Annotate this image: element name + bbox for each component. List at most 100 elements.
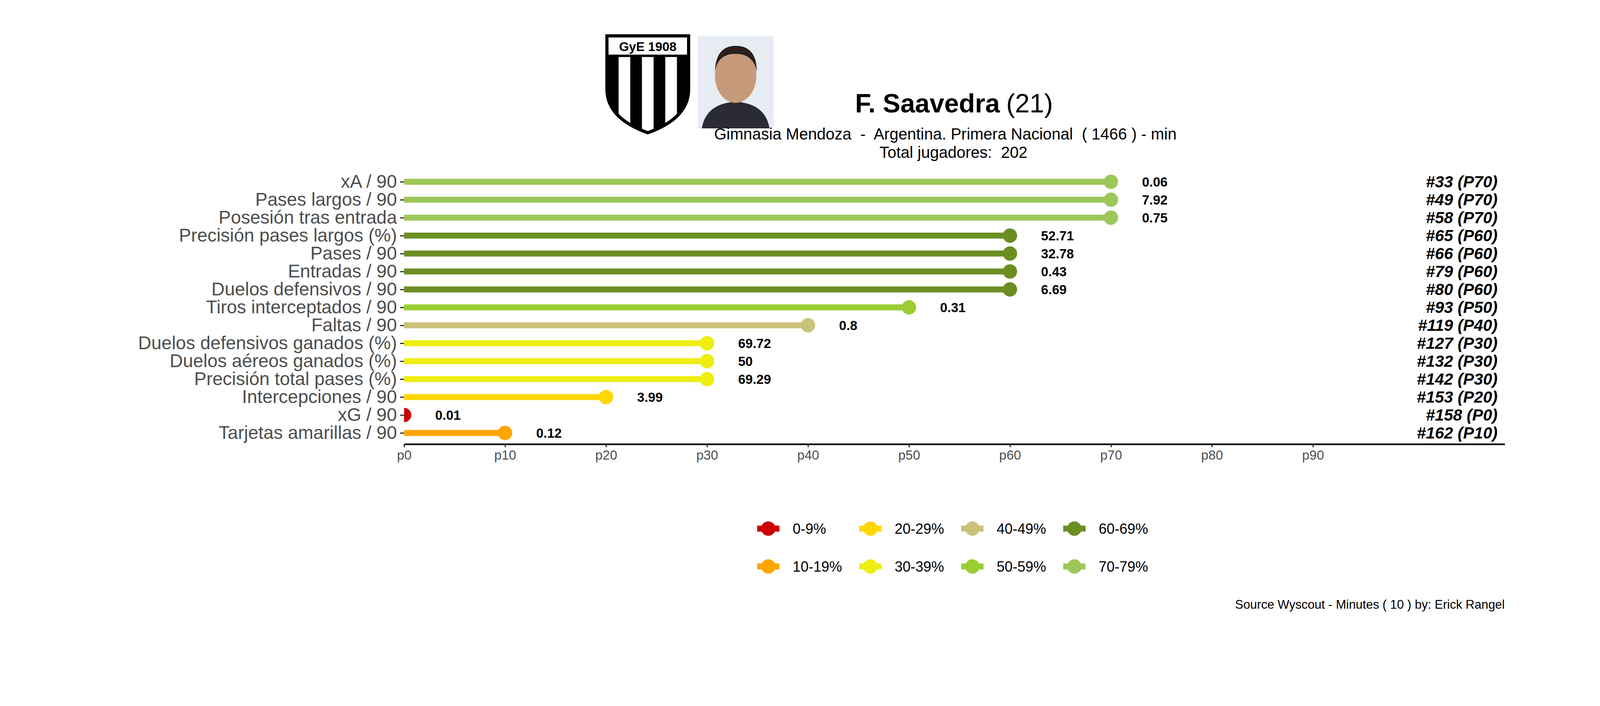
x-tick: p30 (696, 443, 719, 463)
y-tick-mark (400, 199, 405, 201)
metric-value: 0.06 (1142, 174, 1168, 190)
x-tick-mark (1110, 443, 1112, 448)
legend-key-dot (965, 559, 980, 574)
x-tick-mark (908, 443, 910, 448)
rank-label: #142 (P30) (1416, 369, 1498, 389)
x-tick: p60 (999, 443, 1021, 463)
y-tick-mark (400, 306, 405, 309)
legend-label: 70-79% (1098, 558, 1149, 575)
rank-label: #65 (P60) (1425, 226, 1498, 245)
metric-value: 7.92 (1142, 192, 1168, 208)
legend-key-dot (1067, 559, 1082, 574)
y-tick-mark (400, 270, 405, 273)
lollipop-dot (1103, 210, 1119, 225)
rank-label: #49 (P70) (1425, 190, 1498, 209)
chart: GyE 1908 F. Saavedra(21) Gimnasia Mendoza … (0, 0, 1600, 706)
lollipop-dot (699, 353, 715, 369)
x-tick: p10 (494, 443, 517, 463)
lollipop-dot (404, 407, 412, 423)
metric-value: 6.69 (1040, 282, 1067, 297)
rank-label: #79 (P60) (1425, 262, 1498, 281)
lollipop-stem (404, 322, 809, 329)
crest-stripe (630, 55, 642, 153)
y-tick-mark (400, 432, 405, 434)
y-tick-mark (400, 324, 405, 326)
lollipop-stem (404, 178, 1112, 185)
metric-value: 0.12 (535, 425, 562, 441)
x-tick: p70 (1100, 443, 1123, 463)
lollipop-dot (1002, 228, 1017, 243)
x-tick-label: p30 (696, 447, 719, 463)
legend-label: 50-59% (996, 558, 1047, 575)
rank-label: #93 (P50) (1425, 298, 1498, 317)
y-tick-mark (400, 360, 405, 362)
y-tick: Tarjetas amarillas / 90 (218, 422, 405, 443)
legend-label: 10-19% (792, 558, 843, 575)
lollipop-dot (1103, 192, 1119, 207)
y-tick-mark (400, 378, 405, 380)
x-tick-mark (605, 443, 607, 448)
metric-value: 52.71 (1040, 228, 1074, 244)
crest-shield (606, 35, 689, 133)
x-tick-mark (1312, 443, 1314, 448)
y-tick-mark (400, 288, 405, 291)
lollipop-stem (404, 214, 1112, 221)
lollipop-dot (1103, 174, 1119, 189)
player-photo (697, 35, 774, 129)
rank-label: #119 (P40) (1417, 316, 1498, 335)
rank-labels: #33 (P70)#49 (P70)#58 (P70)#65 (P60)#66 … (1416, 172, 1498, 442)
title: F. Saavedra(21) (855, 88, 1054, 118)
lollipop-stem (404, 268, 1010, 275)
photo-shoulders (701, 101, 770, 129)
x-tick: p90 (1302, 443, 1325, 463)
legend-key-dot (761, 559, 776, 574)
crest-stripes (606, 55, 689, 153)
lollipop-stem (404, 429, 505, 436)
y-tick-mark (400, 414, 405, 416)
club-crest: GyE 1908 (606, 35, 689, 153)
y-tick-mark (400, 342, 405, 344)
metric-value: 50 (738, 353, 753, 369)
lollipop-dot (1002, 282, 1017, 297)
crest-border (606, 35, 689, 133)
legend-label: 0-9% (792, 520, 827, 537)
x-tick-mark (1009, 443, 1011, 448)
lollipop-stem (404, 304, 909, 311)
legend: 0-9%10-19%20-29%30-39%40-49%50-59%60-69%… (757, 520, 1149, 575)
category-label: Tarjetas amarillas / 90 (218, 422, 397, 443)
x-tick: p0 (396, 443, 412, 463)
metric-value: 3.99 (637, 389, 663, 405)
rank-label: #162 (P10) (1416, 423, 1498, 442)
lollipop-dot (800, 318, 816, 333)
rank-label: #33 (P70) (1425, 172, 1498, 191)
x-tick-label: p90 (1302, 447, 1325, 463)
legend-label: 20-29% (894, 520, 945, 537)
legend-label: 60-69% (1098, 520, 1149, 537)
lollipop-dot (1002, 264, 1017, 279)
legend-label: 40-49% (996, 520, 1047, 537)
rank-label: #132 (P30) (1416, 351, 1498, 371)
legend-item: 70-79% (1063, 558, 1149, 575)
metric-value: 0.8 (839, 318, 858, 333)
rank-label: #80 (P60) (1425, 280, 1498, 299)
metric-value: 32.78 (1040, 246, 1074, 262)
lollipop-dot (901, 300, 917, 315)
legend-key-dot (965, 521, 980, 536)
x-tick-label: p40 (797, 447, 820, 463)
lollipop-stem (404, 376, 707, 383)
x-tick-mark (403, 443, 405, 448)
legend-item: 0-9% (757, 520, 827, 537)
x-tick: p50 (898, 443, 921, 463)
x-tick-label: p10 (494, 447, 517, 463)
metric-value: 0.01 (435, 407, 461, 423)
legend-item: 20-29% (859, 520, 945, 537)
crest-stripe (653, 55, 666, 153)
x-tick-mark (706, 443, 708, 448)
rank-label: #127 (P30) (1416, 333, 1498, 353)
subtitle: Gimnasia Mendoza - Argentina. Primera Na… (714, 125, 1177, 143)
rank-label: #158 (P0) (1425, 405, 1498, 425)
x-tick-mark (1211, 443, 1213, 448)
legend-item: 50-59% (961, 558, 1047, 575)
lollipop-dot (699, 371, 715, 387)
lollipop-stem (404, 286, 1010, 293)
